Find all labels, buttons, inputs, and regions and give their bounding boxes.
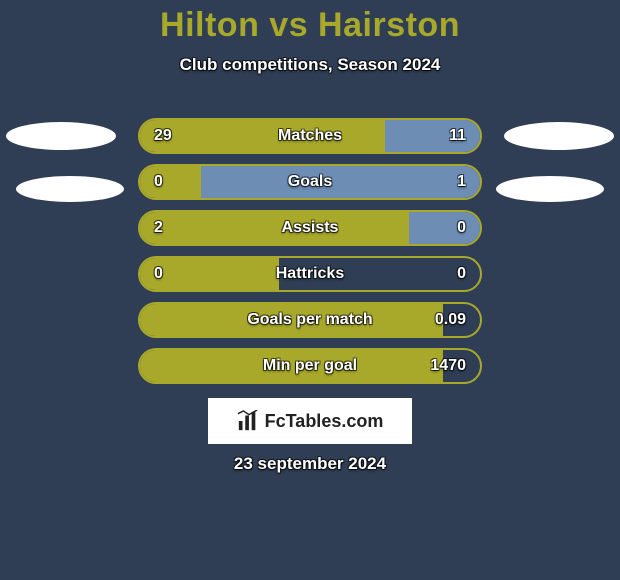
stat-bars: 29Matches110Goals12Assists00Hattricks0Go… <box>138 118 482 394</box>
player-right-avatar-placeholder <box>504 122 614 150</box>
stat-right-value: 0 <box>457 212 466 244</box>
stat-right-value: 0 <box>457 258 466 290</box>
stat-row: 0Goals1 <box>138 164 482 200</box>
date-label: 23 september 2024 <box>0 454 620 474</box>
bar-chart-icon <box>237 410 259 432</box>
stat-label: Hattricks <box>140 258 480 290</box>
stat-label: Goals per match <box>140 304 480 336</box>
stat-row: Min per goal1470 <box>138 348 482 384</box>
stat-label: Min per goal <box>140 350 480 382</box>
player-left-avatar-placeholder-2 <box>16 176 124 202</box>
stat-label: Goals <box>140 166 480 198</box>
subtitle: Club competitions, Season 2024 <box>0 55 620 75</box>
logo-text: FcTables.com <box>265 411 384 432</box>
logo-box: FcTables.com <box>208 398 412 444</box>
player-left-avatar-placeholder <box>6 122 116 150</box>
stat-right-value: 1470 <box>430 350 466 382</box>
stat-right-value: 0.09 <box>435 304 466 336</box>
stat-row: Goals per match0.09 <box>138 302 482 338</box>
stat-label: Matches <box>140 120 480 152</box>
stat-right-value: 11 <box>449 120 466 152</box>
comparison-canvas: Hilton vs Hairston Club competitions, Se… <box>0 0 620 580</box>
stat-right-value: 1 <box>457 166 466 198</box>
stat-row: 2Assists0 <box>138 210 482 246</box>
page-title: Hilton vs Hairston <box>0 6 620 45</box>
stat-label: Assists <box>140 212 480 244</box>
stat-row: 29Matches11 <box>138 118 482 154</box>
stat-row: 0Hattricks0 <box>138 256 482 292</box>
player-right-avatar-placeholder-2 <box>496 176 604 202</box>
